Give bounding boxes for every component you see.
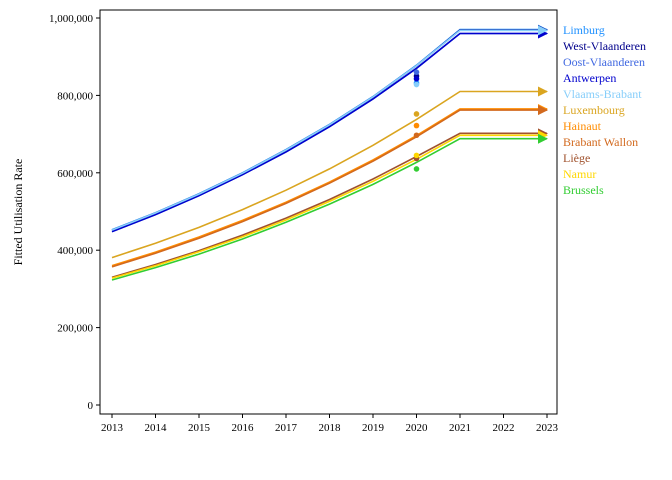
series-line-7 (111, 109, 547, 268)
legend-label-3: Antwerpen (563, 71, 616, 85)
legend-label-9: Namur (563, 167, 596, 181)
legend-label-1: West-Vlaanderen (563, 39, 646, 53)
y-tick-label: 600,000 (57, 168, 93, 180)
observed-point-6 (413, 122, 420, 129)
series-line-3 (111, 32, 547, 233)
legend-label-10: Brussels (563, 183, 604, 197)
x-axis: 2013 2014 2015 2016 2017 2018 2019 2020 2021 2022… (101, 414, 559, 434)
series-line-5 (111, 90, 547, 259)
series-line-8 (111, 132, 547, 279)
legend-label-8: Liège (563, 151, 590, 165)
observed-point-3 (413, 75, 420, 82)
legend-label-6: Hainaut (563, 119, 602, 133)
observed-point-9 (413, 152, 420, 159)
series-arrow-4 (538, 25, 548, 36)
points-layer (413, 69, 420, 172)
legend: Limburg West-Vlaanderen Oost-Vlaanderen Ant… (563, 23, 646, 197)
x-tick-label: 2020 (406, 422, 429, 434)
y-axis: 0 200,000 400,000 600,000 800,000 1,000,000 (49, 13, 100, 412)
x-tick-label: 2022 (493, 422, 515, 434)
observed-point-7 (413, 132, 420, 139)
x-tick-label: 2023 (536, 422, 559, 434)
x-tick-label: 2016 (232, 422, 255, 434)
legend-label-2: Oost-Vlaanderen (563, 55, 645, 69)
series-layer (111, 24, 548, 281)
y-tick-label: 0 (88, 400, 94, 412)
observed-point-5 (413, 111, 420, 117)
legend-label-7: Brabant Wallon (563, 135, 638, 149)
plot-frame (99, 9, 558, 415)
x-tick-label: 2015 (188, 422, 211, 434)
x-tick-label: 2018 (319, 422, 342, 434)
series-line-10 (111, 137, 547, 281)
series-arrow-5 (538, 86, 548, 97)
legend-label-5: Luxembourg (563, 103, 625, 117)
observed-point-2 (413, 69, 420, 75)
y-tick-label: 800,000 (57, 90, 93, 102)
series-arrow-7 (538, 105, 548, 116)
x-tick-label: 2019 (362, 422, 385, 434)
y-tick-label: 200,000 (57, 323, 93, 335)
series-line-9 (111, 134, 547, 279)
x-tick-label: 2013 (101, 422, 124, 434)
y-tick-label: 400,000 (57, 245, 93, 257)
x-tick-label: 2021 (449, 422, 471, 434)
series-line-4 (111, 29, 547, 231)
legend-label-4: Vlaams-Brabant (563, 87, 642, 101)
series-line-6 (111, 108, 547, 267)
legend-label-0: Limburg (563, 23, 605, 37)
series-arrow-10 (538, 133, 548, 144)
y-tick-label: 1,000,000 (49, 13, 94, 25)
observed-point-4 (413, 81, 420, 88)
observed-point-10 (413, 166, 420, 172)
y-axis-title: Fitted Utilisation Rate (11, 159, 25, 266)
x-tick-label: 2017 (275, 422, 298, 434)
x-tick-label: 2014 (145, 422, 168, 434)
